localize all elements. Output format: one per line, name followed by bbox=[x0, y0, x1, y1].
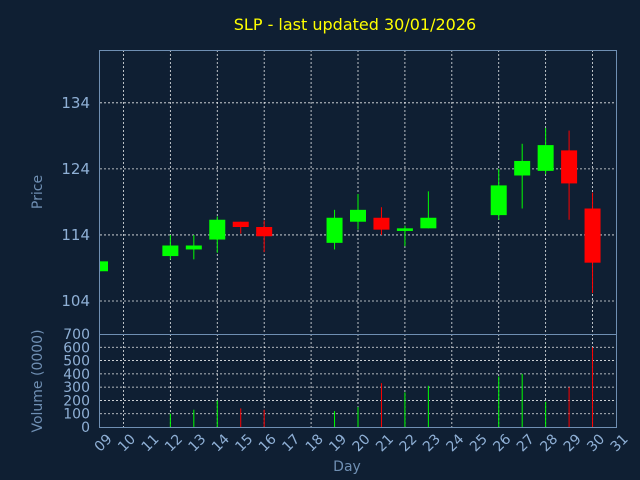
day-ticks: 09 10 11 12 13 14 15 16 17 18 19 20 21 22 23 24 25 26 27 28… bbox=[92, 431, 632, 455]
candle-body bbox=[256, 227, 273, 237]
day-tick-label: 12 bbox=[162, 431, 186, 455]
price-tick-label: 104 bbox=[61, 292, 90, 310]
candle-body bbox=[490, 185, 507, 216]
day-tick-label: 26 bbox=[490, 431, 514, 455]
day-tick-label: 16 bbox=[256, 431, 280, 455]
volume-tick-label: 700 bbox=[63, 327, 90, 343]
volume-tick-label: 600 bbox=[63, 340, 90, 356]
day-tick-label: 21 bbox=[373, 431, 397, 455]
price-tick-label: 134 bbox=[61, 94, 90, 112]
volume-tick-label: 200 bbox=[63, 393, 90, 409]
day-tick-label: 19 bbox=[326, 431, 350, 455]
candle-body bbox=[373, 217, 390, 230]
day-tick-label: 29 bbox=[561, 431, 585, 455]
day-tick-label: 11 bbox=[139, 431, 163, 455]
candle-body bbox=[537, 145, 554, 171]
price-ticks: 104 114 124 134 bbox=[61, 94, 90, 310]
candle-body bbox=[209, 219, 226, 240]
volume-bars bbox=[169, 347, 594, 427]
day-tick-label: 15 bbox=[232, 431, 256, 455]
day-tick-label: 28 bbox=[537, 431, 561, 455]
candle-body bbox=[185, 245, 202, 250]
price-grid bbox=[100, 50, 616, 334]
volume-tick-label: 400 bbox=[63, 367, 90, 383]
day-tick-label: 25 bbox=[467, 431, 491, 455]
day-tick-label: 27 bbox=[514, 431, 538, 455]
volume-tick-label: 100 bbox=[63, 407, 90, 423]
volume-axis-label: Volume (0000) bbox=[30, 329, 46, 432]
day-axis-label: Day bbox=[333, 459, 361, 475]
candle-body bbox=[396, 228, 413, 231]
day-tick-label: 13 bbox=[186, 431, 210, 455]
price-axis-label: Price bbox=[30, 175, 46, 209]
candle-body bbox=[561, 150, 578, 184]
chart-title: SLP - last updated 30/01/2026 bbox=[234, 15, 476, 34]
candles bbox=[99, 127, 601, 294]
candle-body bbox=[326, 217, 343, 243]
day-tick-label: 09 bbox=[92, 431, 116, 455]
day-tick-label: 14 bbox=[209, 431, 233, 455]
candle-body bbox=[584, 208, 601, 263]
candle-body bbox=[514, 160, 531, 176]
day-tick-label: 10 bbox=[115, 431, 139, 455]
candle-body bbox=[162, 245, 179, 257]
volume-tick-label: 500 bbox=[63, 354, 90, 370]
volume-panel-frame bbox=[99, 334, 617, 428]
day-tick-label: 20 bbox=[350, 431, 374, 455]
candle-body bbox=[420, 217, 437, 229]
volume-tick-label: 300 bbox=[63, 380, 90, 396]
day-tick-label: 22 bbox=[397, 431, 421, 455]
candle-body bbox=[350, 209, 366, 222]
day-tick-label: 24 bbox=[444, 431, 468, 455]
price-tick-label: 114 bbox=[61, 226, 90, 244]
day-tick-label: 30 bbox=[584, 431, 608, 455]
day-tick-label: 23 bbox=[420, 431, 444, 455]
day-tick-label: 31 bbox=[608, 431, 632, 455]
day-tick-label: 17 bbox=[279, 431, 303, 455]
candle-body bbox=[100, 261, 108, 272]
day-tick-label: 18 bbox=[303, 431, 327, 455]
price-tick-label: 124 bbox=[61, 160, 90, 178]
candle-body bbox=[232, 221, 249, 228]
volume-tick-label: 0 bbox=[81, 420, 90, 436]
